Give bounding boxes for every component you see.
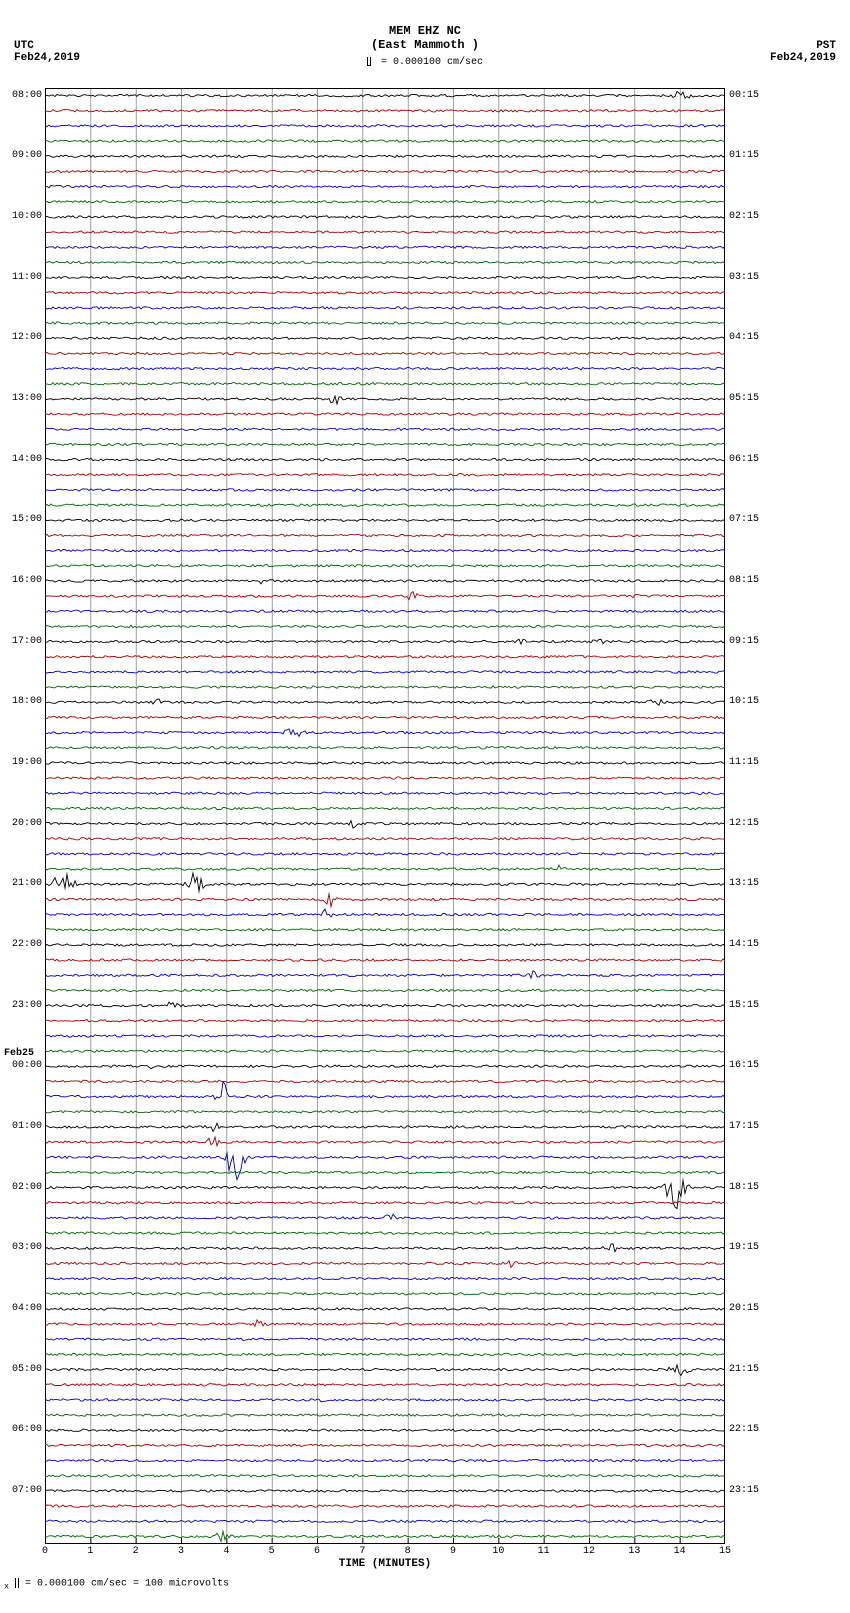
pst-hour-label: 15:15: [729, 1000, 769, 1011]
footnote-text: = 0.000100 cm/sec = 100 microvolts: [25, 1579, 229, 1590]
pst-hour-label: 10:15: [729, 696, 769, 707]
utc-hour-label: 14:00: [2, 454, 42, 465]
pst-hour-label: 20:15: [729, 1303, 769, 1314]
utc-hour-label: 19:00: [2, 757, 42, 768]
utc-hour-label: 01:00: [2, 1121, 42, 1132]
utc-hour-label: 02:00: [2, 1182, 42, 1193]
pst-hour-label: 19:15: [729, 1242, 769, 1253]
utc-hour-label: 12:00: [2, 332, 42, 343]
pst-hour-label: 00:15: [729, 90, 769, 101]
pst-hour-label: 03:15: [729, 272, 769, 283]
utc-hour-label: 11:00: [2, 272, 42, 283]
utc-hour-label: 23:00: [2, 1000, 42, 1011]
utc-hour-label: 17:00: [2, 636, 42, 647]
utc-hour-label: 21:00: [2, 878, 42, 889]
tz-right-label: PST: [770, 40, 836, 52]
pst-hour-label: 08:15: [729, 575, 769, 586]
utc-hour-label: 07:00: [2, 1485, 42, 1496]
pst-hour-label: 14:15: [729, 939, 769, 950]
xaxis-tick-label: 5: [269, 1546, 275, 1557]
pst-hour-label: 18:15: [729, 1182, 769, 1193]
utc-hour-label: 04:00: [2, 1303, 42, 1314]
pst-hour-label: 11:15: [729, 757, 769, 768]
xaxis-tick-label: 14: [674, 1546, 686, 1557]
xaxis-tick-label: 0: [42, 1546, 48, 1557]
utc-hour-label: 08:00: [2, 90, 42, 101]
xaxis-tick-label: 4: [223, 1546, 229, 1557]
xaxis-tick-label: 2: [133, 1546, 139, 1557]
scale-text: = 0.000100 cm/sec: [381, 57, 483, 68]
xaxis-tick-label: 9: [450, 1546, 456, 1557]
pst-hour-label: 09:15: [729, 636, 769, 647]
utc-hour-label: 16:00: [2, 575, 42, 586]
pst-hour-label: 02:15: [729, 211, 769, 222]
xaxis-tick-label: 7: [359, 1546, 365, 1557]
utc-hour-label: 15:00: [2, 514, 42, 525]
tz-left-date: Feb24,2019: [14, 52, 80, 64]
footnote: x = 0.000100 cm/sec = 100 microvolts: [4, 1578, 229, 1592]
timezone-left: UTC Feb24,2019: [14, 40, 80, 64]
xaxis-tick-label: 6: [314, 1546, 320, 1557]
utc-hour-label: 03:00: [2, 1242, 42, 1253]
seismogram-page: MEM EHZ NC (East Mammoth ) = 0.000100 cm…: [0, 0, 850, 1613]
scale-bar-icon: [367, 57, 371, 66]
xaxis-tick-label: 13: [628, 1546, 640, 1557]
timezone-right: PST Feb24,2019: [770, 40, 836, 64]
seismogram-plot: [45, 88, 725, 1544]
xaxis-title: TIME (MINUTES): [285, 1558, 485, 1570]
scale-legend: = 0.000100 cm/sec: [0, 57, 850, 69]
pst-hour-label: 17:15: [729, 1121, 769, 1132]
utc-hour-label: 22:00: [2, 939, 42, 950]
pst-hour-label: 23:15: [729, 1485, 769, 1496]
xaxis-tick-label: 15: [719, 1546, 731, 1557]
tz-left-label: UTC: [14, 40, 80, 52]
xaxis-tick-label: 12: [583, 1546, 595, 1557]
xaxis-tick-label: 1: [87, 1546, 93, 1557]
header: MEM EHZ NC (East Mammoth ) = 0.000100 cm…: [0, 24, 850, 69]
pst-hour-label: 12:15: [729, 818, 769, 829]
utc-hour-label: 13:00: [2, 393, 42, 404]
utc-hour-label: 06:00: [2, 1424, 42, 1435]
pst-hour-label: 13:15: [729, 878, 769, 889]
utc-hour-label: 20:00: [2, 818, 42, 829]
pst-hour-label: 04:15: [729, 332, 769, 343]
pst-hour-label: 06:15: [729, 454, 769, 465]
xaxis-tick-label: 10: [492, 1546, 504, 1557]
utc-next-day-label: Feb25: [4, 1048, 34, 1059]
xaxis-tick-label: 11: [538, 1546, 550, 1557]
station-location: (East Mammoth ): [0, 38, 850, 52]
pst-hour-label: 05:15: [729, 393, 769, 404]
utc-hour-label: 18:00: [2, 696, 42, 707]
utc-hour-label: 10:00: [2, 211, 42, 222]
station-code: MEM EHZ NC: [0, 24, 850, 38]
utc-hour-label: 00:00: [2, 1060, 42, 1071]
pst-hour-label: 22:15: [729, 1424, 769, 1435]
pst-hour-label: 21:15: [729, 1364, 769, 1375]
utc-hour-label: 09:00: [2, 150, 42, 161]
utc-hour-label: 05:00: [2, 1364, 42, 1375]
pst-hour-label: 01:15: [729, 150, 769, 161]
xaxis-tick-label: 8: [405, 1546, 411, 1557]
tz-right-date: Feb24,2019: [770, 52, 836, 64]
pst-hour-label: 07:15: [729, 514, 769, 525]
xaxis-tick-label: 3: [178, 1546, 184, 1557]
pst-hour-label: 16:15: [729, 1060, 769, 1071]
